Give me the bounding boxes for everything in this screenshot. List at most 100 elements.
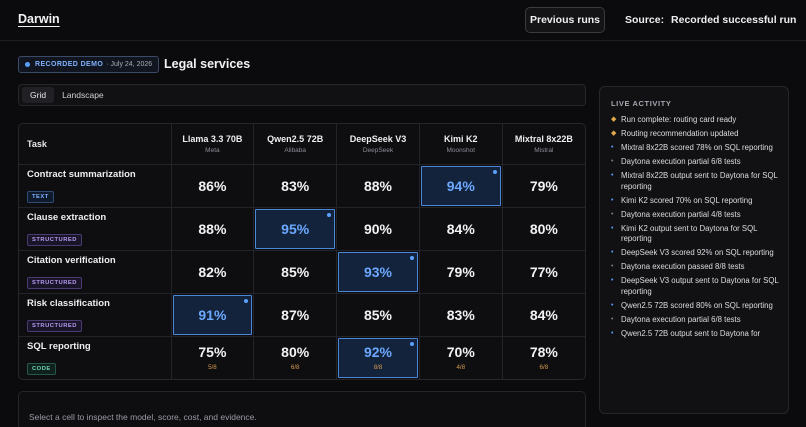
score-cell[interactable]: 80% 6/8 (253, 336, 338, 379)
score-content: 95% (254, 221, 336, 237)
bullet-icon: • (611, 144, 614, 151)
score-cell[interactable]: 83% (419, 293, 503, 337)
activity-item: ◆ Routing recommendation updated (611, 129, 781, 140)
model-org: Meta (205, 146, 220, 154)
score-cell[interactable]: 86% (171, 164, 255, 208)
score-cell[interactable]: 90% (336, 207, 420, 251)
score-value: 86% (198, 177, 227, 194)
badge-title: RECORDED DEMO (35, 61, 104, 68)
activity-item: • Mixtral 8x22B output sent to Daytona fo… (611, 171, 781, 192)
score-value: 88% (198, 220, 227, 237)
view-toggle: Grid Landscape (18, 84, 586, 106)
diamond-icon: ◆ (611, 130, 617, 137)
model-name: Llama 3.3 70B (182, 133, 243, 144)
score-value: 90% (363, 220, 392, 237)
status-dot-icon (25, 62, 30, 67)
model-column-header[interactable]: Llama 3.3 70B Meta (171, 124, 255, 165)
score-content: 92% 8/8 (337, 344, 419, 371)
task-name: SQL reporting (27, 340, 91, 352)
score-content: 85% (254, 264, 336, 280)
activity-item: ◆ Run complete: routing card ready (611, 115, 781, 126)
score-cell[interactable]: 88% (336, 164, 420, 208)
model-org: DeepSeek (362, 146, 394, 154)
score-value: 94% (446, 177, 475, 194)
task-cell: Risk classification STRUCTURED (19, 293, 172, 337)
model-column-header[interactable]: Mixtral 8x22B Mistral (502, 124, 585, 165)
activity-text: DeepSeek V3 scored 92% on SQL reporting (621, 248, 774, 257)
source-value: Recorded successful run (671, 14, 797, 26)
score-cell[interactable]: 79% (502, 164, 585, 208)
score-cell[interactable]: 91% (171, 293, 255, 337)
tab-grid[interactable]: Grid (22, 87, 55, 103)
bullet-icon: • (611, 224, 614, 232)
score-cell[interactable]: 93% (336, 250, 420, 294)
score-value: 79% (529, 177, 558, 194)
bullet-icon: • (611, 301, 614, 309)
score-content: 79% (420, 264, 502, 280)
score-value: 78% (529, 344, 558, 361)
model-column-header[interactable]: Kimi K2 Moonshot (419, 124, 503, 165)
results-table: Task Llama 3.3 70B Meta Qwen2.5 72B Alib… (19, 124, 585, 379)
best-score-highlight (338, 337, 418, 378)
model-column-header[interactable]: DeepSeek V3 DeepSeek (336, 124, 420, 165)
activity-text: DeepSeek V3 output sent to Daytona for S… (621, 276, 779, 296)
task-cell: Citation verification STRUCTURED (19, 250, 172, 294)
score-cell[interactable]: 92% 8/8 (336, 336, 420, 379)
top-bar: Darwin Previous runs Source: Recorded su… (0, 0, 806, 40)
tests-passed: 5/8 (208, 364, 217, 372)
score-content: 84% (420, 221, 502, 237)
activity-title: LIVE ACTIVITY (611, 99, 672, 108)
results-grid: Task Llama 3.3 70B Meta Qwen2.5 72B Alib… (18, 123, 586, 380)
score-value: 77% (529, 263, 558, 280)
task-name: Clause extraction (27, 211, 107, 223)
score-value: 83% (446, 306, 475, 323)
score-cell[interactable]: 94% (419, 164, 503, 208)
score-value: 75% (198, 344, 227, 361)
activity-text: Routing recommendation updated (621, 129, 739, 138)
tab-landscape[interactable]: Landscape (62, 90, 104, 100)
score-value: 85% (363, 306, 392, 323)
score-value: 79% (446, 263, 475, 280)
score-cell[interactable]: 95% (253, 207, 338, 251)
score-content: 70% 4/8 (420, 344, 502, 371)
score-cell[interactable]: 88% (171, 207, 255, 251)
score-cell[interactable]: 87% (253, 293, 338, 337)
score-cell[interactable]: 85% (336, 293, 420, 337)
score-cell[interactable]: 83% (253, 164, 338, 208)
table-row: Risk classification STRUCTURED 91% 87% 85% 83… (19, 293, 585, 337)
score-cell[interactable]: 75% 5/8 (171, 336, 255, 379)
inspect-hint: Select a cell to inspect the model, scor… (29, 412, 257, 422)
bullet-icon: • (611, 315, 614, 323)
score-cell[interactable]: 84% (419, 207, 503, 251)
bullet-icon: • (611, 277, 614, 284)
activity-text: Run complete: routing card ready (621, 115, 737, 124)
table-header-row: Task Llama 3.3 70B Meta Qwen2.5 72B Alib… (19, 124, 585, 165)
score-value: 93% (363, 263, 392, 280)
source-label: Source: (625, 14, 665, 26)
model-column-header[interactable]: Qwen2.5 72B Alibaba (253, 124, 338, 165)
task-type-badge: STRUCTURED (27, 319, 82, 332)
activity-text: Qwen2.5 72B output sent to Daytona for (621, 328, 761, 338)
recorded-demo-badge: RECORDED DEMO · July 24, 2026 (18, 56, 160, 73)
score-cell[interactable]: 78% 6/8 (502, 336, 585, 379)
score-cell[interactable]: 82% (171, 250, 255, 294)
header-divider (0, 40, 806, 41)
activity-item: • Daytona execution partial 6/8 tests (611, 157, 781, 168)
previous-runs-button[interactable]: Previous runs (525, 7, 605, 33)
score-cell[interactable]: 85% (253, 250, 338, 294)
score-value: 70% (446, 344, 475, 361)
activity-text: Mixtral 8x22B output sent to Daytona for… (621, 171, 778, 191)
score-cell[interactable]: 84% (502, 293, 585, 337)
score-cell[interactable]: 79% (419, 250, 503, 294)
score-value: 85% (281, 263, 310, 280)
table-row: SQL reporting CODE 75% 5/8 80% 6/8 92% 8/8 70% 4/… (19, 336, 585, 379)
score-cell[interactable]: 70% 4/8 (419, 336, 503, 379)
score-value: 92% (363, 344, 392, 361)
score-cell[interactable]: 80% (502, 207, 585, 251)
score-value: 91% (198, 306, 227, 323)
task-type-badge: CODE (27, 362, 56, 375)
score-cell[interactable]: 77% (502, 250, 585, 294)
brand-logo-link[interactable]: Darwin (18, 12, 60, 26)
live-activity-panel: LIVE ACTIVITY ◆ Run complete: routing car… (599, 86, 789, 414)
bullet-icon: • (611, 196, 614, 204)
